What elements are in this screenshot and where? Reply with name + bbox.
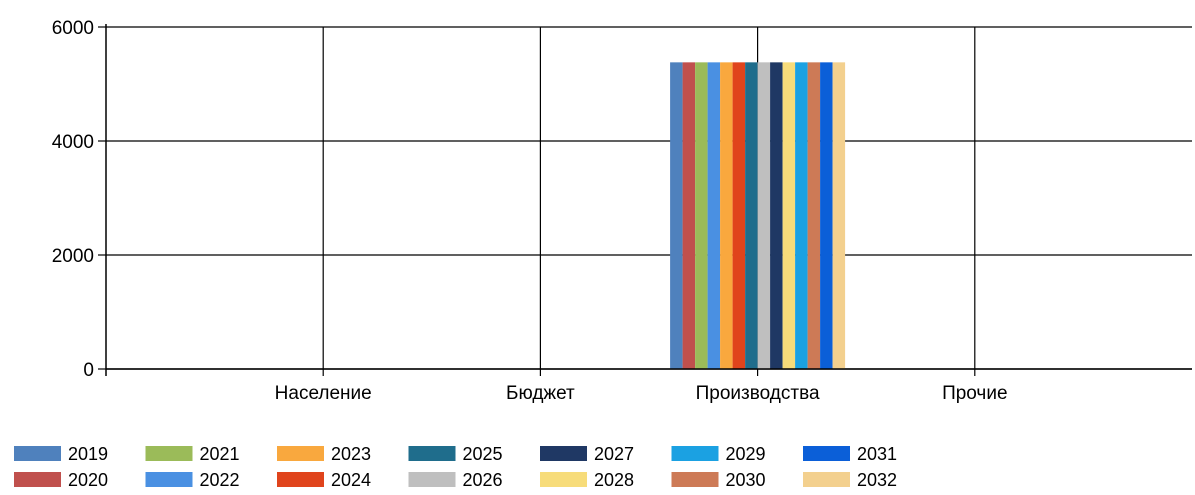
bar-2030: [807, 62, 821, 370]
legend-label: 2024: [331, 470, 371, 490]
legend-label: 2023: [331, 444, 371, 464]
legend-label: 2021: [200, 444, 240, 464]
x-tick-label: Прочие: [942, 383, 1007, 404]
bar-2022: [707, 62, 721, 370]
x-tick-label: Производства: [696, 383, 820, 404]
y-tick-label: 2000: [52, 246, 94, 267]
bar-2025: [745, 62, 758, 370]
y-tick-label: 6000: [52, 18, 94, 39]
bar-2020: [682, 62, 696, 370]
legend-label: 2027: [594, 444, 634, 464]
legend-swatch: [408, 472, 456, 487]
legend-item: 2032: [803, 470, 897, 490]
legend-item: 2021: [145, 444, 240, 464]
x-tick-label: Население: [275, 383, 372, 404]
legend-label: 2029: [726, 444, 766, 464]
bar-2032: [832, 62, 846, 370]
legend-swatch: [277, 472, 324, 487]
legend-label: 2026: [463, 470, 503, 490]
y-tick-label: 0: [83, 360, 94, 381]
bar-2021: [695, 62, 708, 370]
legend-label: 2031: [857, 444, 897, 464]
legend-label: 2019: [68, 444, 108, 464]
legend-label: 2025: [463, 444, 503, 464]
legend-swatch: [671, 472, 719, 487]
axes: 0 2000 4000 6000 Население Бюджет Производства…: [52, 18, 1192, 404]
bar-2027: [770, 62, 783, 370]
legend-swatch: [14, 472, 61, 487]
legend-item: 2022: [145, 470, 240, 490]
legend-swatch: [540, 446, 587, 461]
legend-swatch: [14, 446, 61, 461]
bar-2031: [820, 62, 833, 370]
legend-swatch: [540, 472, 587, 487]
legend-item: 2029: [671, 444, 766, 464]
y-tick-label: 4000: [52, 132, 94, 153]
legend-item: 2027: [540, 444, 634, 464]
legend-item: 2025: [408, 444, 503, 464]
legend-item: 2030: [671, 470, 766, 490]
legend-label: 2028: [594, 470, 634, 490]
legend-label: 2030: [726, 470, 766, 490]
legend-item: 2020: [14, 470, 108, 490]
legend-item: 2019: [14, 444, 108, 464]
x-tick-label: Бюджет: [506, 383, 575, 404]
bars: [670, 62, 846, 370]
bar-2024: [732, 62, 746, 370]
bar-2026: [757, 62, 771, 370]
bar-2023: [720, 62, 733, 370]
legend-item: 2024: [277, 470, 371, 490]
legend-item: 2028: [540, 470, 634, 490]
legend-label: 2020: [68, 470, 108, 490]
legend-label: 2022: [200, 470, 240, 490]
bar-2019: [670, 62, 683, 370]
legend-item: 2023: [277, 444, 371, 464]
legend-swatch: [408, 446, 456, 461]
grid: [106, 26, 1192, 370]
bar-2029: [795, 62, 808, 370]
legend-swatch: [803, 472, 850, 487]
legend-swatch: [803, 446, 850, 461]
legend: 2019 2020 2021 2022 2023 2024 2025 2026 2027 2028…: [14, 444, 897, 490]
legend-swatch: [145, 446, 193, 461]
legend-swatch: [145, 472, 193, 487]
bar-2028: [782, 62, 796, 370]
legend-label: 2032: [857, 470, 897, 490]
legend-item: 2026: [408, 470, 503, 490]
legend-swatch: [277, 446, 324, 461]
legend-item: 2031: [803, 444, 897, 464]
legend-swatch: [671, 446, 719, 461]
